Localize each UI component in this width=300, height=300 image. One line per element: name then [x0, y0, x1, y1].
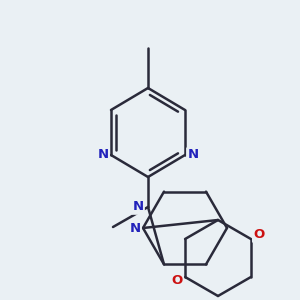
Text: N: N — [98, 148, 109, 161]
Text: O: O — [253, 229, 265, 242]
Text: O: O — [172, 274, 183, 287]
Text: N: N — [129, 221, 141, 235]
Text: N: N — [132, 200, 144, 214]
Text: N: N — [188, 148, 199, 161]
